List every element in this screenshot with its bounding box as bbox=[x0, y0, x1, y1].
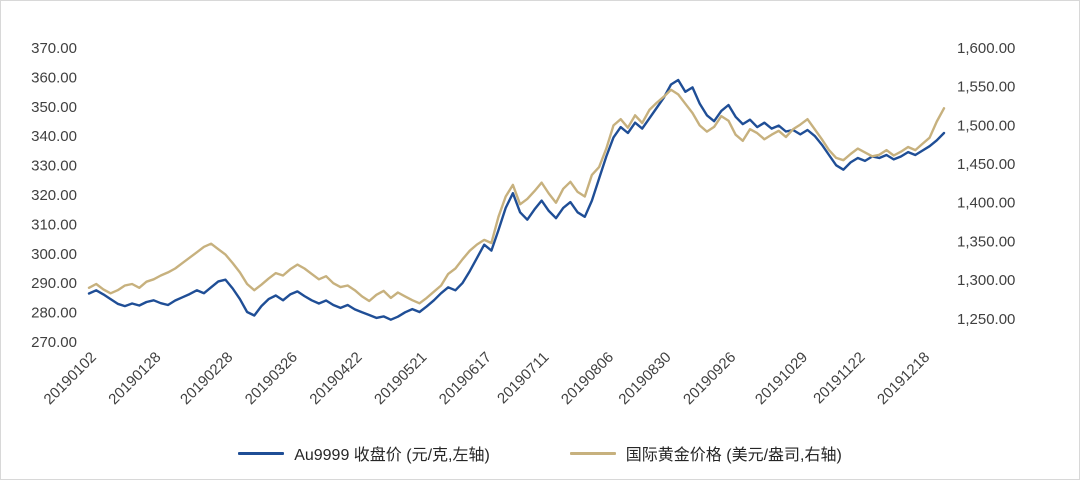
x-axis-tick-label: 20190711 bbox=[494, 349, 552, 407]
legend-label-intl-gold: 国际黄金价格 (美元/盎司,右轴) bbox=[625, 447, 842, 464]
left-axis-tick-label: 280.00 bbox=[31, 305, 77, 322]
right-axis-tick-label: 1,250.00 bbox=[957, 311, 1015, 328]
legend-label-au9999: Au9999 收盘价 (元/克,左轴) bbox=[294, 447, 490, 464]
right-axis-tick-label: 1,350.00 bbox=[957, 233, 1015, 250]
left-axis-tick-label: 290.00 bbox=[31, 275, 77, 292]
left-axis-tick-label: 360.00 bbox=[31, 69, 77, 86]
au9999-line-swatch bbox=[238, 451, 285, 455]
left-axis-tick-label: 340.00 bbox=[31, 128, 77, 145]
intl-gold-line-swatch bbox=[569, 451, 616, 455]
x-axis-tick-label: 20190521 bbox=[371, 349, 430, 408]
left-axis-tick-label: 300.00 bbox=[31, 246, 77, 263]
legend-item-intl-gold: 国际黄金价格 (美元/盎司,右轴) bbox=[569, 441, 842, 465]
x-axis-tick-label: 20190422 bbox=[306, 349, 365, 408]
chart-legend: Au9999 收盘价 (元/克,左轴) 国际黄金价格 (美元/盎司,右轴) bbox=[1, 441, 1079, 465]
left-axis-tick-label: 370.00 bbox=[31, 40, 77, 57]
right-axis-tick-label: 1,500.00 bbox=[957, 117, 1015, 134]
x-axis-tick-label: 20190926 bbox=[680, 349, 739, 408]
left-axis-tick-label: 320.00 bbox=[31, 187, 77, 204]
right-axis-tick-label: 1,450.00 bbox=[957, 156, 1015, 173]
au9999-price-line bbox=[87, 78, 946, 321]
right-axis-tick-label: 1,600.00 bbox=[957, 40, 1015, 57]
x-axis-tick-label: 20191122 bbox=[810, 349, 868, 407]
right-axis-tick-label: 1,300.00 bbox=[957, 272, 1015, 289]
x-axis-tick-label: 20191218 bbox=[874, 349, 933, 408]
left-axis-tick-label: 330.00 bbox=[31, 158, 77, 175]
x-axis-tick-label: 20190128 bbox=[105, 349, 164, 408]
left-axis-tick-label: 270.00 bbox=[31, 334, 77, 351]
x-axis-tick-label: 20190617 bbox=[436, 349, 495, 408]
legend-item-au9999: Au9999 收盘价 (元/克,左轴) bbox=[238, 441, 490, 465]
right-axis-tick-label: 1,550.00 bbox=[957, 79, 1015, 96]
x-axis-tick-label: 20190830 bbox=[615, 349, 674, 408]
x-axis-tick-label: 20190326 bbox=[242, 349, 301, 408]
left-axis-tick-label: 350.00 bbox=[31, 99, 77, 116]
x-axis-tick-label: 20191029 bbox=[752, 349, 811, 408]
left-axis-tick-label: 310.00 bbox=[31, 216, 77, 233]
x-axis-tick-label: 20190102 bbox=[41, 349, 100, 408]
intl-gold-price-line bbox=[87, 88, 946, 305]
x-axis-tick-label: 20190228 bbox=[177, 349, 236, 408]
x-axis-tick-label: 20190806 bbox=[558, 349, 617, 408]
right-axis-tick-label: 1,400.00 bbox=[957, 195, 1015, 212]
